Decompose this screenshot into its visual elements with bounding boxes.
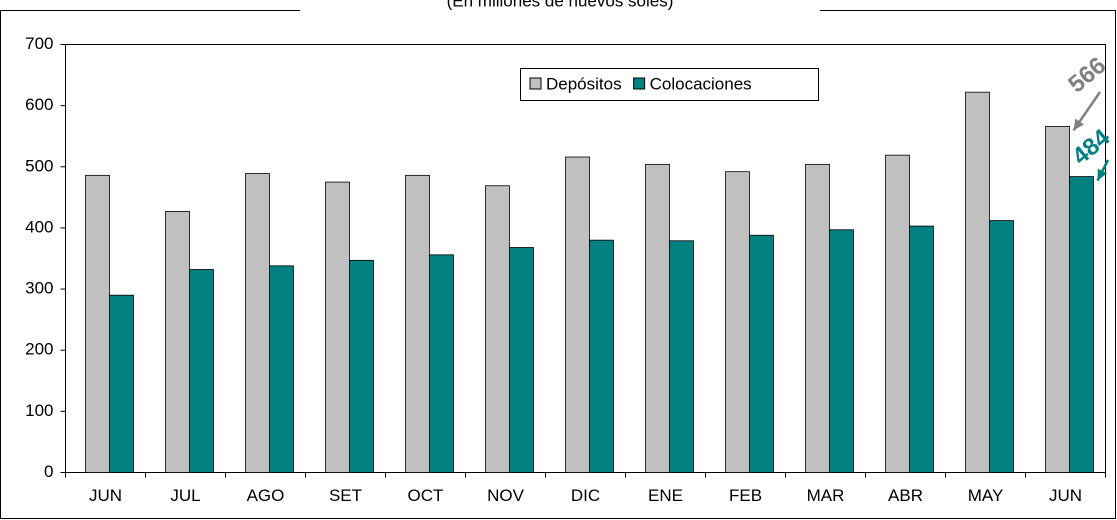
bar	[165, 211, 190, 473]
bar	[85, 174, 110, 473]
legend: Depósitos Colocaciones	[520, 68, 819, 101]
bar	[509, 247, 534, 473]
bar	[965, 91, 990, 473]
bar	[269, 265, 294, 473]
legend-box	[520, 68, 819, 101]
bar	[989, 220, 1014, 473]
bar	[885, 154, 910, 473]
bar	[429, 254, 454, 473]
x-tick-label: ABR	[888, 486, 923, 505]
bar	[349, 259, 374, 473]
x-tick-label: JUN	[89, 486, 122, 505]
y-tick-label: 200	[25, 340, 53, 359]
bar	[909, 225, 934, 473]
bar	[485, 185, 510, 473]
annotation-arrowhead	[1073, 118, 1084, 131]
bar	[1045, 126, 1070, 473]
x-tick-label: FEB	[729, 486, 762, 505]
x-tick-label: JUL	[170, 486, 200, 505]
bar	[1069, 176, 1094, 473]
bar	[405, 174, 430, 473]
x-tick-label: NOV	[487, 486, 525, 505]
legend-label: Colocaciones	[650, 74, 752, 93]
y-tick-label: 100	[25, 401, 53, 420]
bar	[245, 173, 270, 473]
x-tick-label: MAR	[807, 486, 845, 505]
bar	[189, 269, 214, 473]
x-tick-label: ENE	[648, 486, 683, 505]
legend-swatch	[633, 77, 646, 90]
chart-title: (En millones de nuevos soles)	[447, 0, 674, 10]
annotation-arrowhead	[1097, 168, 1108, 181]
y-tick-label: 500	[25, 156, 53, 175]
x-tick-label: MAY	[968, 486, 1004, 505]
x-tick-label: OCT	[408, 486, 444, 505]
bar	[749, 234, 774, 473]
y-tick-label: 400	[25, 217, 53, 236]
bar	[109, 294, 134, 473]
x-tick-label: AGO	[247, 486, 285, 505]
bar	[669, 240, 694, 473]
bar	[805, 163, 830, 473]
x-tick-label: SET	[329, 486, 362, 505]
y-tick-label: 700	[25, 34, 53, 53]
x-tick-label: JUN	[1049, 486, 1082, 505]
bar	[589, 239, 614, 473]
bar	[325, 181, 350, 473]
y-tick-label: 300	[25, 279, 53, 298]
legend-swatch	[529, 77, 542, 90]
bar	[645, 163, 670, 473]
title-background	[300, 0, 820, 20]
bar	[565, 156, 590, 473]
y-tick-label: 600	[25, 95, 53, 114]
y-tick-label: 0	[44, 462, 53, 481]
bar	[725, 171, 750, 473]
legend-label: Depósitos	[546, 74, 622, 93]
bar	[829, 229, 854, 473]
x-tick-label: DIC	[571, 486, 600, 505]
